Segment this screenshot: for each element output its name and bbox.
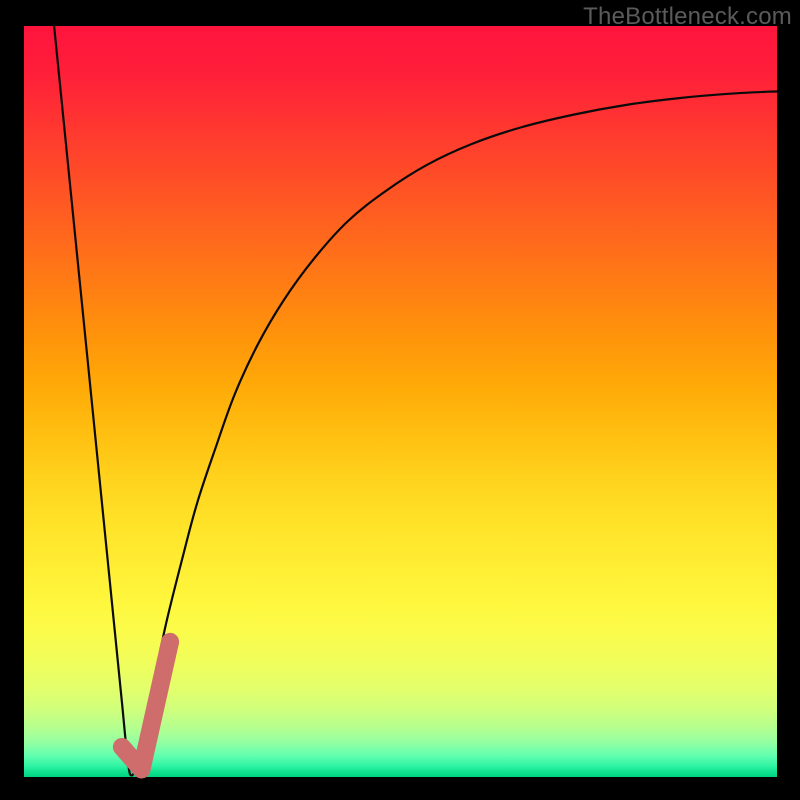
plot-area bbox=[24, 26, 777, 777]
chart-stage: TheBottleneck.com bbox=[0, 0, 800, 800]
watermark-text: TheBottleneck.com bbox=[583, 3, 792, 31]
chart-svg bbox=[0, 0, 800, 800]
